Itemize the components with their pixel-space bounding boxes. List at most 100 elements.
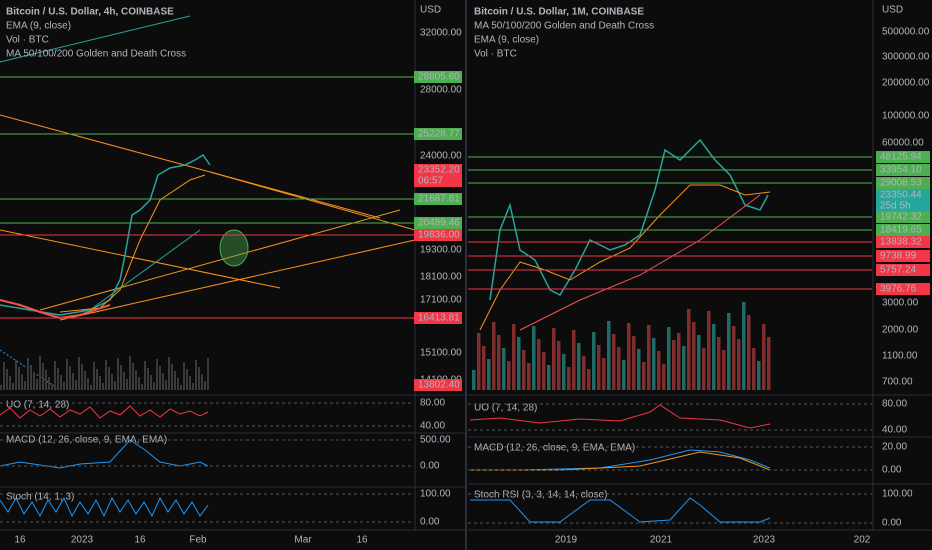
volume-bar — [9, 376, 11, 390]
price-tick: 3000.00 — [882, 298, 919, 309]
volume-bar — [45, 370, 47, 390]
pane-title: UO (7, 14, 28) — [6, 400, 69, 411]
volume-bar — [12, 383, 14, 390]
pane-title: Stoch (14, 1, 3) — [6, 492, 74, 503]
volume-bar — [747, 315, 751, 390]
volume-bar — [567, 367, 571, 390]
volume-bar — [487, 359, 491, 390]
price-label: 20489.46 — [418, 218, 460, 229]
volume-bar — [180, 385, 182, 390]
volume-bar — [171, 364, 173, 390]
price-label-bg — [414, 379, 462, 391]
price-label-bg — [414, 217, 462, 229]
volume-bar — [147, 368, 149, 390]
volume-bar — [126, 379, 128, 390]
volume-bar — [90, 385, 92, 390]
volume-bar — [183, 362, 185, 390]
volume-bar — [138, 377, 140, 390]
volume-bar — [123, 372, 125, 390]
price-label: 19742.32 — [880, 212, 922, 223]
volume-bar — [192, 383, 194, 390]
price-label-bg — [876, 189, 930, 201]
volume-bar — [637, 349, 641, 390]
volume-bar — [677, 333, 681, 390]
volume-bar — [57, 368, 59, 390]
volume-bar — [692, 322, 696, 390]
volume-bar — [84, 371, 86, 390]
volume-bar — [627, 323, 631, 390]
price-tick: 28000.00 — [420, 85, 462, 96]
volume-bar — [697, 335, 701, 390]
volume-bar — [174, 371, 176, 390]
price-label: 16413.81 — [418, 313, 460, 324]
price-label: 28805.60 — [418, 72, 460, 83]
volume-bar — [159, 366, 161, 390]
volume-bar — [762, 324, 766, 390]
volume-bar — [135, 370, 137, 390]
volume-bar — [517, 337, 521, 390]
pane-tick: 100.00 — [420, 489, 451, 500]
volume-bar — [93, 362, 95, 390]
pane-title: UO (7, 14, 28) — [474, 403, 537, 414]
time-tick: 16 — [134, 535, 146, 546]
volume-bar — [165, 380, 167, 390]
volume-bar — [552, 328, 556, 390]
volume-bar — [198, 367, 200, 390]
price-label-bg — [876, 236, 930, 248]
price-label-bg — [876, 151, 930, 163]
price-label: 13802.40 — [418, 380, 460, 391]
volume-bar — [69, 366, 71, 390]
price-label-bg — [876, 177, 930, 189]
volume-bar — [75, 380, 77, 390]
time-tick: Feb — [189, 535, 207, 546]
volume-bar — [144, 361, 146, 390]
volume-bar — [497, 335, 501, 390]
volume-bar — [572, 330, 576, 390]
volume-bar — [0, 385, 2, 390]
time-tick: 2023 — [753, 535, 776, 546]
volume-bar — [156, 359, 158, 390]
price-label: 29008.53 — [880, 178, 922, 189]
pane-tick: 20.00 — [882, 442, 907, 453]
volume-bar — [757, 361, 761, 390]
volume-bar — [6, 369, 8, 390]
volume-bar — [36, 379, 38, 390]
time-tick: 2021 — [650, 535, 673, 546]
volume-bar — [702, 348, 706, 390]
volume-bar — [117, 358, 119, 390]
volume-bar — [54, 361, 56, 390]
volume-bar — [717, 337, 721, 390]
volume-bar — [712, 324, 716, 390]
volume-bar — [27, 358, 29, 390]
pane-tick: 80.00 — [882, 399, 907, 410]
price-label-bg — [414, 229, 462, 241]
volume-bar — [657, 351, 661, 390]
pane-tick: 0.00 — [420, 461, 440, 472]
indicator-legend: EMA (9, close) — [6, 21, 71, 32]
price-tick: 15100.00 — [420, 348, 462, 359]
volume-bar — [42, 363, 44, 390]
volume-bar — [617, 347, 621, 390]
pane-tick: 0.00 — [882, 465, 902, 476]
price-label: 5757.24 — [880, 265, 917, 276]
pane-title: MACD (12, 26, close, 9, EMA, EMA) — [474, 443, 635, 454]
volume-bar — [667, 327, 671, 390]
volume-bar — [737, 339, 741, 390]
volume-bar — [168, 357, 170, 390]
indicator-legend: MA 50/100/200 Golden and Death Cross — [6, 49, 186, 60]
volume-bar — [114, 381, 116, 390]
volume-bar — [672, 340, 676, 390]
pane-tick: 40.00 — [882, 425, 907, 436]
pane-tick: 100.00 — [882, 489, 913, 500]
volume-bar — [512, 324, 516, 390]
price-label-bg — [414, 164, 462, 176]
volume-bar — [21, 374, 23, 390]
volume-bar — [597, 345, 601, 390]
volume-bar — [33, 372, 35, 390]
volume-bar — [177, 378, 179, 390]
volume-bar — [682, 346, 686, 390]
volume-bar — [707, 311, 711, 390]
pane-tick: 80.00 — [420, 398, 445, 409]
volume-bar — [592, 332, 596, 390]
pane-tick: 0.00 — [882, 518, 902, 529]
